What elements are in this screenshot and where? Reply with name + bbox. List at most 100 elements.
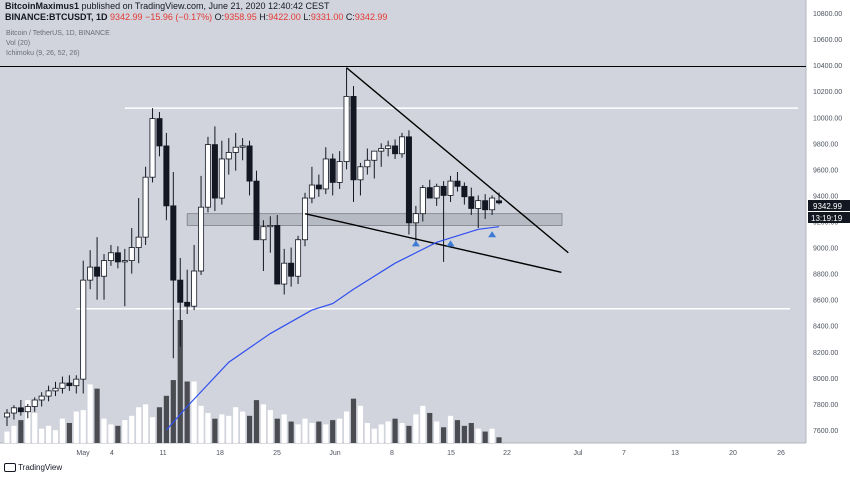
descending-trendline (346, 67, 569, 254)
volume-bar (219, 414, 225, 443)
marker-triangle (488, 231, 497, 238)
open-label: O: (214, 12, 225, 22)
candle-body (475, 200, 482, 209)
volume-bar (156, 407, 163, 443)
volume-bar (73, 411, 79, 443)
indicator-volume[interactable]: Vol (20) (6, 40, 31, 47)
tradingview-logo[interactable]: TradingView (4, 463, 62, 473)
symbol-label[interactable]: BINANCE:BTCUSDT, 1D (5, 12, 108, 22)
volume-bar (226, 415, 232, 443)
time-tick-label: 20 (729, 450, 737, 457)
volume-bar (496, 437, 502, 443)
candle-body (114, 252, 121, 263)
volume-bar (302, 418, 308, 443)
volume-bar (330, 420, 336, 443)
candle-body (204, 144, 211, 208)
time-ticks: May 4 11 18 25 Jun 8 15 22 Jul 7 13 20 26 (76, 450, 785, 457)
candle-body (52, 387, 59, 392)
volume-bar (149, 417, 156, 443)
candle-body (170, 205, 177, 281)
candle-body (482, 200, 489, 211)
volume-bar (378, 424, 384, 443)
price-tick-label: 10200.00 (813, 89, 842, 96)
candle-body (447, 180, 454, 196)
candle-body (308, 184, 315, 199)
candle-body (163, 145, 170, 207)
time-axis[interactable] (0, 443, 806, 481)
price-tick-label: 8800.00 (813, 272, 838, 279)
candle-body (426, 187, 433, 199)
volume-bar (32, 412, 38, 443)
volume-bar (52, 430, 59, 443)
candle-body (218, 158, 225, 199)
candle-body (267, 225, 274, 228)
close-value: 9342.99 (354, 12, 388, 22)
tradingview-logo-icon (4, 463, 16, 473)
candle-body (101, 260, 108, 277)
time-tick-label: 11 (159, 450, 166, 457)
volume-bar (295, 424, 301, 443)
volume-bar (87, 384, 93, 443)
candle-body (288, 262, 295, 277)
price-tick-label: 9600.00 (813, 167, 838, 174)
candle-body (405, 136, 412, 224)
candle-body (246, 145, 253, 182)
candle-body (31, 399, 38, 407)
volume-bar (420, 405, 426, 443)
candle-body (225, 152, 232, 160)
volume-bar (4, 431, 10, 443)
volume-bar (260, 404, 267, 443)
publisher-name[interactable]: BitcoinMaximus1 (5, 1, 80, 11)
volume-bar (198, 405, 204, 443)
price-tick-label: 8400.00 (813, 324, 838, 331)
candle-body (454, 180, 461, 187)
close-label: C: (345, 12, 355, 22)
volume-bar (39, 428, 45, 443)
price-tick-label: 9800.00 (813, 141, 838, 148)
indicator-ichimoku[interactable]: Ichimoku (9, 26, 52, 26) (6, 50, 80, 57)
volume-bar (385, 421, 391, 443)
volume-bar (475, 428, 481, 443)
volume-bar (11, 425, 17, 443)
candle-body (419, 187, 426, 215)
volume-bar (177, 320, 183, 443)
candle-body (489, 197, 496, 211)
volume-bar (136, 407, 142, 443)
price-tick-label: 7800.00 (813, 402, 838, 409)
candle-body (496, 200, 503, 204)
candle-body (301, 197, 308, 241)
volume-bar (59, 418, 66, 443)
volume-bar (440, 427, 447, 443)
candle-body (336, 161, 343, 183)
candle-body (211, 144, 218, 199)
volume-bar (101, 418, 107, 443)
volume-bar (399, 422, 405, 443)
candle-body (156, 118, 163, 147)
volume-bar (337, 418, 343, 443)
volume-bar (482, 431, 488, 443)
candle-body (260, 226, 267, 241)
volume-bar (350, 398, 357, 443)
last-price: 9342.99 (110, 12, 143, 22)
candle-body (191, 270, 198, 307)
volume-bar (392, 418, 398, 443)
candle-body (232, 146, 239, 153)
candle-body (440, 185, 447, 196)
time-tick-label: 7 (622, 450, 626, 457)
volume-bar (468, 422, 474, 443)
price-axis[interactable] (806, 0, 850, 481)
time-tick-label: 25 (273, 450, 281, 457)
lower-trendline (304, 212, 562, 273)
volume-bar (461, 425, 467, 443)
price-badge-label: 9342.99 (813, 202, 842, 211)
candle-body (239, 145, 246, 148)
candle-body (392, 145, 399, 155)
indicator-pair[interactable]: Bitcoin / TetherUS, 1D, BINANCE (6, 30, 110, 37)
volume-bar (281, 414, 287, 443)
volume-bar (45, 425, 52, 443)
marker-triangle (411, 240, 420, 247)
timer-badge-label: 13:19:19 (811, 214, 843, 223)
candle-body (38, 395, 45, 401)
